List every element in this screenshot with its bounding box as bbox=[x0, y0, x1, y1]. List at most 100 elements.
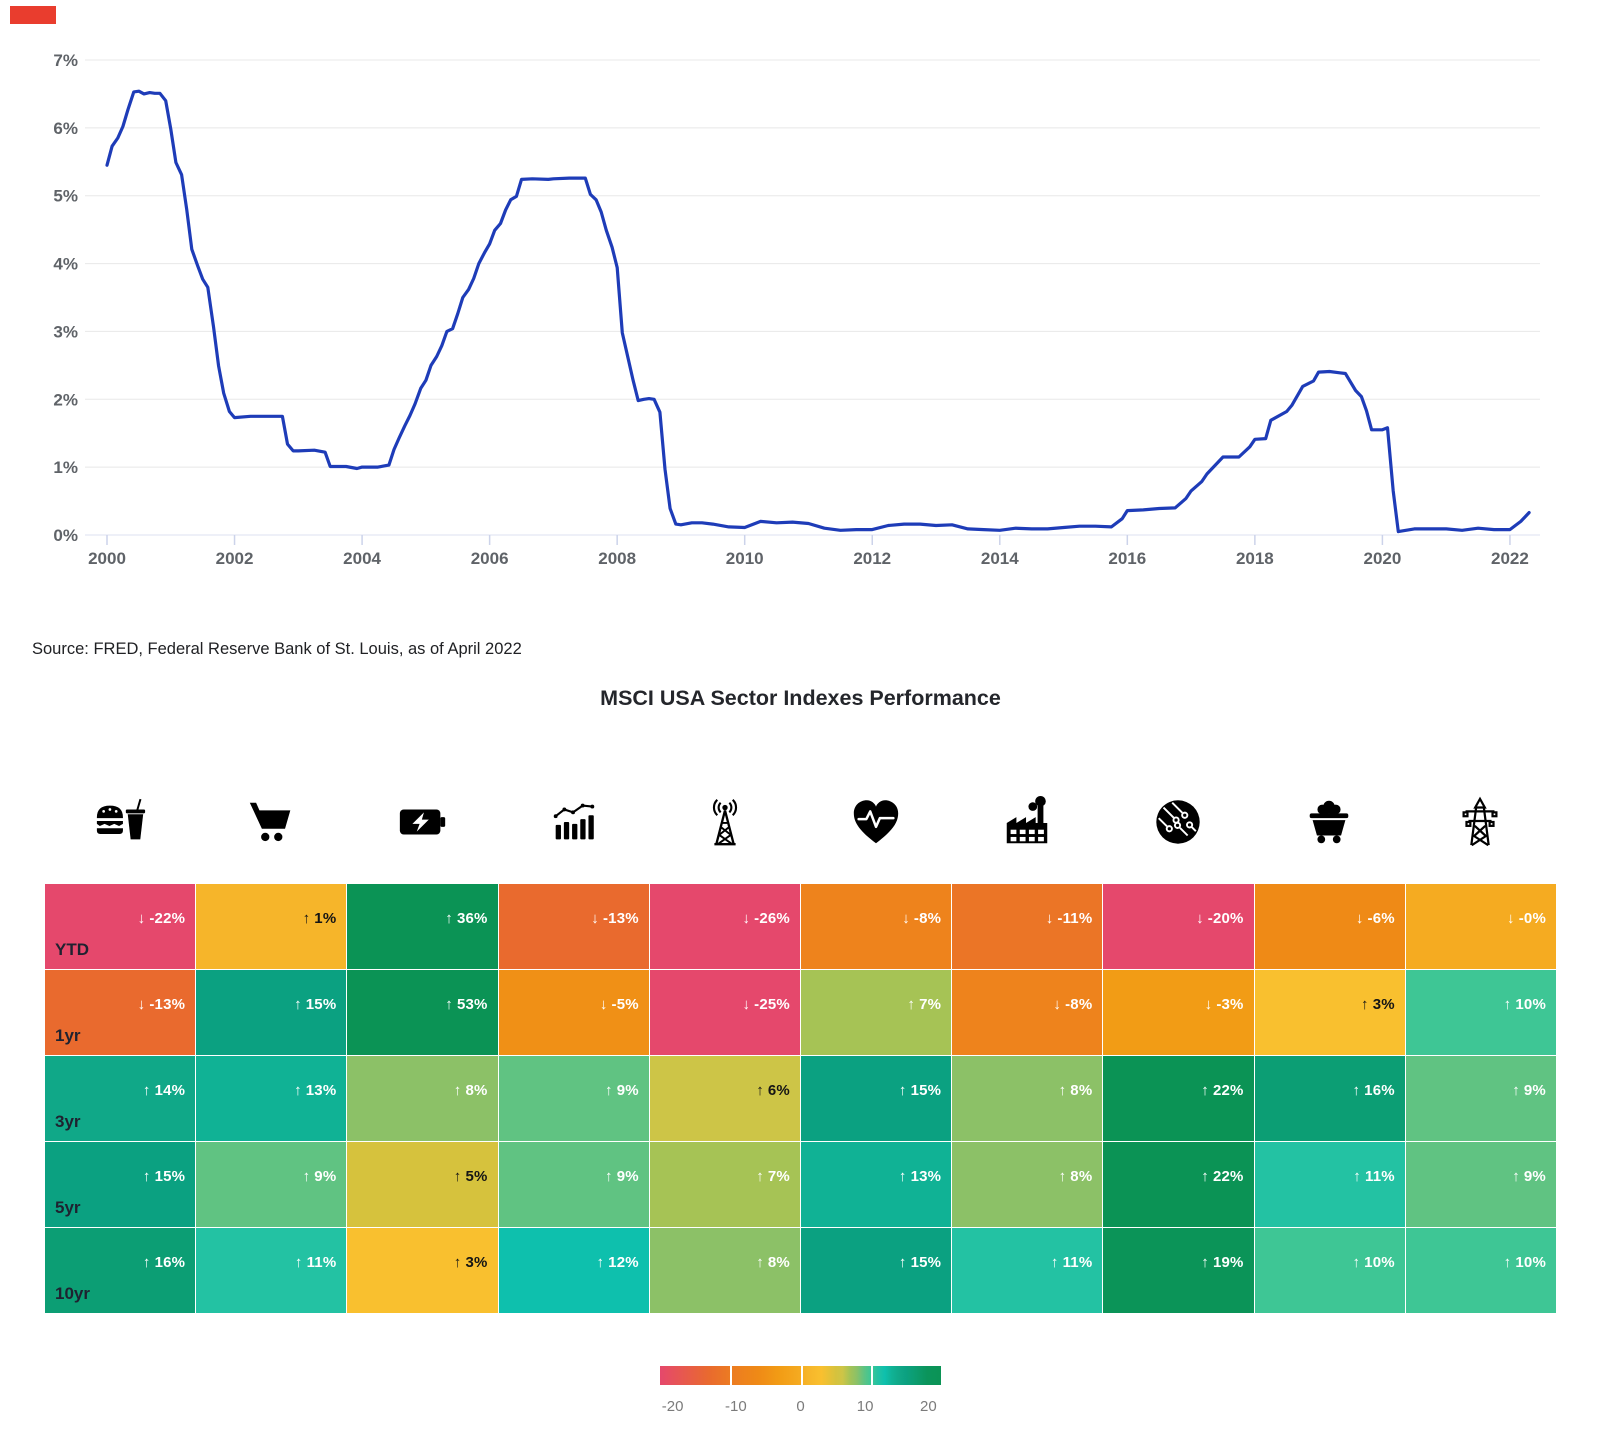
arrow-up-icon: ↑ bbox=[453, 1168, 462, 1185]
heatmap-cell: ↓ -8% bbox=[800, 884, 952, 969]
svg-text:7%: 7% bbox=[53, 51, 78, 70]
cell-value: 3% bbox=[465, 1254, 488, 1271]
heatmap-cell: ↑ 15% bbox=[196, 970, 347, 1055]
arrow-up-icon: ↑ bbox=[294, 1254, 303, 1271]
cell-value: 19% bbox=[1212, 1254, 1244, 1271]
heatmap-cell: ↑ 10% bbox=[1254, 1228, 1405, 1313]
heatmap-cell: ↑ 3% bbox=[347, 1228, 498, 1313]
svg-text:0%: 0% bbox=[53, 526, 78, 545]
arrow-up-icon: ↑ bbox=[1352, 1082, 1361, 1099]
heatmap-cell: ↑ 15% 5yr bbox=[45, 1142, 196, 1227]
cell-value: 9% bbox=[314, 1168, 337, 1185]
svg-text:2012: 2012 bbox=[853, 549, 891, 568]
svg-text:2014: 2014 bbox=[981, 549, 1019, 568]
arrow-up-icon: ↑ bbox=[142, 1082, 151, 1099]
heatmap-cell: ↑ 6% bbox=[649, 1056, 800, 1141]
heatmap-cell: ↑ 14% 3yr bbox=[45, 1056, 196, 1141]
cell-value: 15% bbox=[305, 996, 337, 1013]
heatmap-cell: ↑ 7% bbox=[649, 1142, 800, 1227]
svg-text:2000: 2000 bbox=[88, 549, 126, 568]
legend-tick: 20 bbox=[920, 1398, 937, 1415]
heatmap-cell: ↑ 11% bbox=[196, 1228, 347, 1313]
shopping-cart-icon bbox=[196, 784, 347, 860]
heatmap-cell: ↓ -3% bbox=[1103, 970, 1254, 1055]
arrow-up-icon: ↑ bbox=[142, 1168, 151, 1185]
svg-text:4%: 4% bbox=[53, 255, 78, 274]
heatmap-cell: ↑ 11% bbox=[1254, 1142, 1405, 1227]
cell-value: -8% bbox=[1065, 996, 1093, 1013]
cell-value: 14% bbox=[154, 1082, 186, 1099]
cell-value: -3% bbox=[1216, 996, 1244, 1013]
svg-text:3%: 3% bbox=[53, 322, 78, 341]
arrow-up-icon: ↑ bbox=[756, 1254, 764, 1271]
heatmap-cell: ↓ -0% bbox=[1405, 884, 1556, 969]
cell-value: 10% bbox=[1364, 1254, 1395, 1271]
radio-tower-icon bbox=[649, 784, 800, 860]
cell-value: -5% bbox=[611, 996, 639, 1013]
arrow-up-icon: ↑ bbox=[756, 1168, 764, 1185]
heatmap-cell: ↑ 15% bbox=[800, 1056, 952, 1141]
heart-pulse-icon bbox=[801, 784, 952, 860]
cell-value: 1% bbox=[314, 910, 337, 927]
heatmap-cell: ↓ -11% bbox=[952, 884, 1103, 969]
arrow-up-icon: ↑ bbox=[907, 996, 916, 1013]
arrow-down-icon: ↓ bbox=[1204, 996, 1213, 1013]
arrow-up-icon: ↑ bbox=[1503, 1254, 1512, 1271]
red-marker bbox=[10, 6, 56, 24]
cell-value: 15% bbox=[910, 1082, 942, 1099]
heatmap-cell: ↑ 13% bbox=[196, 1056, 347, 1141]
heatmap-cell: ↓ -6% bbox=[1254, 884, 1405, 969]
svg-text:1%: 1% bbox=[53, 458, 78, 477]
cell-value: -8% bbox=[913, 910, 942, 927]
heatmap-cell: ↑ 36% bbox=[347, 884, 498, 969]
cell-value: 53% bbox=[456, 996, 488, 1013]
fast-food-icon bbox=[45, 784, 196, 860]
arrow-up-icon: ↑ bbox=[1353, 1168, 1361, 1185]
mine-cart-icon bbox=[1254, 784, 1405, 860]
legend-tick-labels: -20 -10 0 10 20 bbox=[660, 1398, 941, 1418]
heatmap-cell: ↑ 22% bbox=[1103, 1142, 1254, 1227]
heatmap-cell: ↑ 9% bbox=[1405, 1056, 1556, 1141]
arrow-up-icon: ↑ bbox=[302, 1168, 311, 1185]
svg-text:2020: 2020 bbox=[1363, 549, 1401, 568]
arrow-up-icon: ↑ bbox=[898, 1082, 907, 1099]
heatmap-cell: ↓ -8% bbox=[952, 970, 1103, 1055]
arrow-up-icon: ↑ bbox=[294, 1082, 302, 1099]
arrow-down-icon: ↓ bbox=[742, 910, 751, 927]
arrow-down-icon: ↓ bbox=[1507, 910, 1515, 927]
svg-text:2018: 2018 bbox=[1236, 549, 1274, 568]
cell-value: 8% bbox=[1070, 1082, 1093, 1099]
arrow-up-icon: ↑ bbox=[605, 1168, 613, 1185]
arrow-up-icon: ↑ bbox=[1512, 1168, 1520, 1185]
row-label: 3yr bbox=[55, 1112, 81, 1131]
heatmap-cell: ↑ 13% bbox=[800, 1142, 952, 1227]
heatmap-cell: ↓ -5% bbox=[498, 970, 649, 1055]
cell-value: 13% bbox=[305, 1082, 337, 1099]
cell-value: -13% bbox=[602, 910, 639, 927]
arrow-up-icon: ↑ bbox=[1512, 1082, 1520, 1099]
svg-text:2004: 2004 bbox=[343, 549, 381, 568]
heatmap-cell: ↑ 8% bbox=[347, 1056, 498, 1141]
bar-chart-trend-icon bbox=[498, 784, 649, 860]
heatmap-cell: ↓ -20% bbox=[1103, 884, 1254, 969]
cell-value: -25% bbox=[754, 996, 790, 1013]
arrow-down-icon: ↓ bbox=[742, 996, 751, 1013]
heatmap-cell: ↓ -13% bbox=[498, 884, 649, 969]
cell-value: -6% bbox=[1367, 910, 1395, 927]
arrow-down-icon: ↓ bbox=[1045, 910, 1054, 927]
sector-icons-row bbox=[45, 784, 1556, 860]
heatmap-cell: ↑ 16% bbox=[1254, 1056, 1405, 1141]
heatmap-cell: ↑ 8% bbox=[952, 1142, 1103, 1227]
legend-gradient-bar bbox=[660, 1366, 941, 1385]
arrow-up-icon: ↑ bbox=[898, 1168, 907, 1185]
heatmap-cell: ↑ 53% bbox=[347, 970, 498, 1055]
heatmap-cell: ↑ 11% bbox=[952, 1228, 1103, 1313]
arrow-up-icon: ↑ bbox=[1201, 1082, 1209, 1099]
svg-text:2006: 2006 bbox=[471, 549, 509, 568]
source-note: Source: FRED, Federal Reserve Bank of St… bbox=[32, 640, 522, 658]
circuit-board-icon bbox=[1103, 784, 1254, 860]
arrow-down-icon: ↓ bbox=[599, 996, 608, 1013]
heatmap-cell: ↓ -13% 1yr bbox=[45, 970, 196, 1055]
cell-value: 16% bbox=[154, 1254, 186, 1271]
